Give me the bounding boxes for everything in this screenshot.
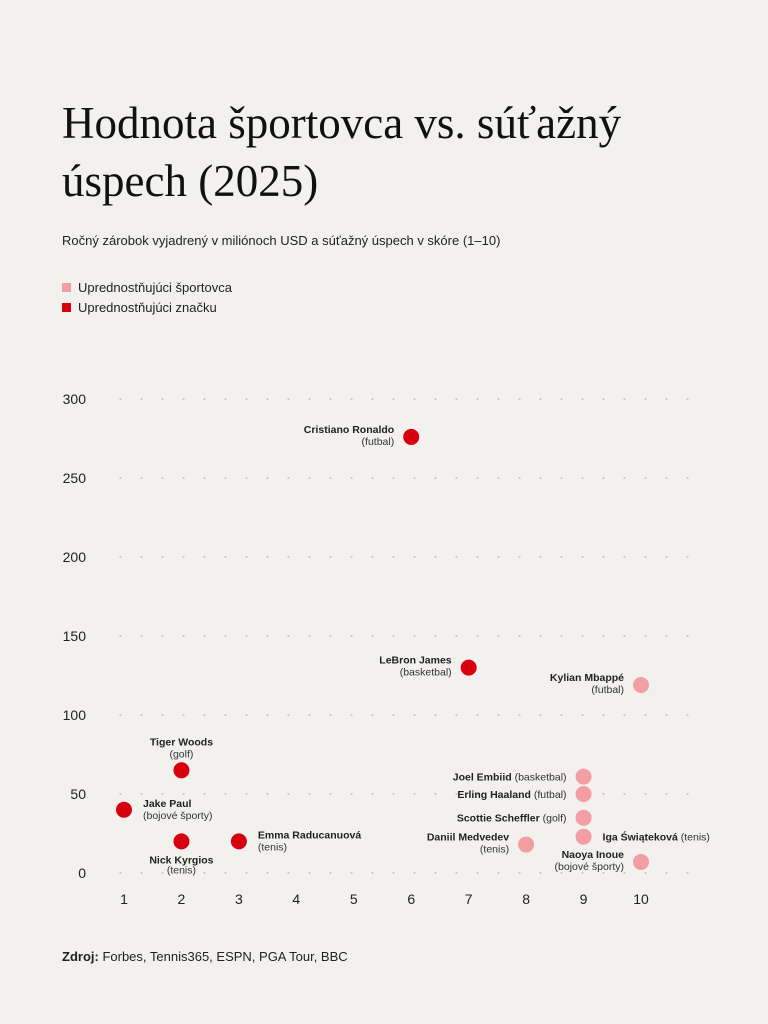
point-label-name: Emma Raducanuová bbox=[258, 829, 361, 841]
y-tick-label: 150 bbox=[63, 628, 87, 644]
point-label-sport: (bojové športy) bbox=[143, 810, 212, 822]
point-label-name: Erling Haaland bbox=[457, 789, 533, 801]
x-tick-label: 1 bbox=[120, 891, 128, 907]
point-label-sport: (tenis) bbox=[480, 844, 509, 856]
legend-item-athlete: Uprednostňujúci športovca bbox=[62, 280, 232, 295]
data-point bbox=[633, 853, 649, 870]
data-point bbox=[575, 786, 592, 802]
data-point bbox=[460, 659, 477, 676]
point-label-sport: (futbal) bbox=[362, 436, 395, 448]
legend-label: Uprednostňujúci značku bbox=[78, 300, 217, 315]
point-label-name: Jake Paul bbox=[143, 798, 192, 810]
point-label-name: Naoya Inoue bbox=[562, 849, 625, 861]
legend-swatch-brand bbox=[62, 303, 71, 312]
x-tick-label: 4 bbox=[292, 891, 300, 907]
data-point bbox=[633, 676, 649, 693]
data-point bbox=[575, 768, 592, 785]
x-tick-label: 5 bbox=[350, 891, 358, 907]
point-label-name: Daniil Medvedev bbox=[427, 832, 509, 844]
point-label-sport: (basketbal) bbox=[400, 667, 452, 679]
y-tick-label: 250 bbox=[63, 470, 87, 486]
data-point bbox=[403, 428, 420, 445]
point-label-sport: (basketbal) bbox=[515, 772, 567, 784]
point-label: Scottie Scheffler (golf) bbox=[457, 813, 567, 825]
x-tick-label: 6 bbox=[407, 891, 415, 907]
legend-item-brand: Uprednostňujúci značku bbox=[62, 300, 217, 315]
data-point bbox=[173, 762, 190, 779]
point-label: Joel Embiid (basketbal) bbox=[453, 772, 567, 784]
x-tick-label: 3 bbox=[235, 891, 243, 907]
point-label: Iga Świąteková (tenis) bbox=[603, 831, 710, 844]
point-label-sport: (golf) bbox=[169, 748, 193, 760]
x-tick-label: 2 bbox=[178, 891, 186, 907]
x-tick-label: 10 bbox=[633, 891, 649, 907]
point-label-sport: (bojové športy) bbox=[555, 861, 624, 873]
source-text: Forbes, Tennis365, ESPN, PGA Tour, BBC bbox=[102, 949, 348, 964]
point-label-name: Tiger Woods bbox=[150, 736, 213, 748]
x-tick-label: 9 bbox=[580, 891, 588, 907]
data-point bbox=[230, 833, 247, 850]
y-tick-label: 300 bbox=[63, 391, 87, 407]
point-label-name: Joel Embiid bbox=[453, 772, 515, 784]
source-note: Zdroj: Forbes, Tennis365, ESPN, PGA Tour… bbox=[62, 949, 348, 964]
point-label-sport: (golf) bbox=[543, 813, 567, 825]
point-label-sport: (futbal) bbox=[591, 684, 624, 696]
y-tick-label: 50 bbox=[70, 786, 86, 802]
y-tick-label: 0 bbox=[78, 865, 86, 881]
data-point bbox=[575, 828, 592, 845]
point-label-name: Nick Kyrgios bbox=[149, 854, 213, 866]
x-tick-label: 7 bbox=[465, 891, 473, 907]
data-point bbox=[575, 809, 592, 826]
chart-title: Hodnota športovca vs. súťažný úspech (20… bbox=[62, 98, 622, 206]
point-label-name: Kylian Mbappé bbox=[550, 672, 624, 684]
point-label-sport: (tenis) bbox=[681, 832, 710, 844]
point-label-sport: (tenis) bbox=[167, 864, 196, 876]
legend-swatch-athlete bbox=[62, 283, 71, 292]
point-label-sport: (tenis) bbox=[258, 841, 287, 853]
data-point bbox=[116, 801, 132, 818]
source-label: Zdroj: bbox=[62, 949, 99, 964]
chart-subtitle: Ročný zárobok vyjadrený v miliónoch USD … bbox=[62, 233, 501, 248]
point-label-sport: (futbal) bbox=[534, 789, 567, 801]
y-tick-label: 100 bbox=[63, 707, 87, 723]
legend-label: Uprednostňujúci športovca bbox=[78, 280, 232, 295]
point-label-name: Iga Świąteková bbox=[603, 831, 681, 844]
y-tick-label: 200 bbox=[63, 549, 87, 565]
data-point bbox=[518, 836, 535, 853]
point-label-name: Scottie Scheffler bbox=[457, 813, 543, 825]
data-point bbox=[173, 833, 190, 850]
x-tick-label: 8 bbox=[522, 891, 530, 907]
point-label-name: Cristiano Ronaldo bbox=[304, 424, 394, 436]
point-label: Erling Haaland (futbal) bbox=[457, 789, 566, 801]
point-label-name: LeBron James bbox=[379, 655, 452, 667]
